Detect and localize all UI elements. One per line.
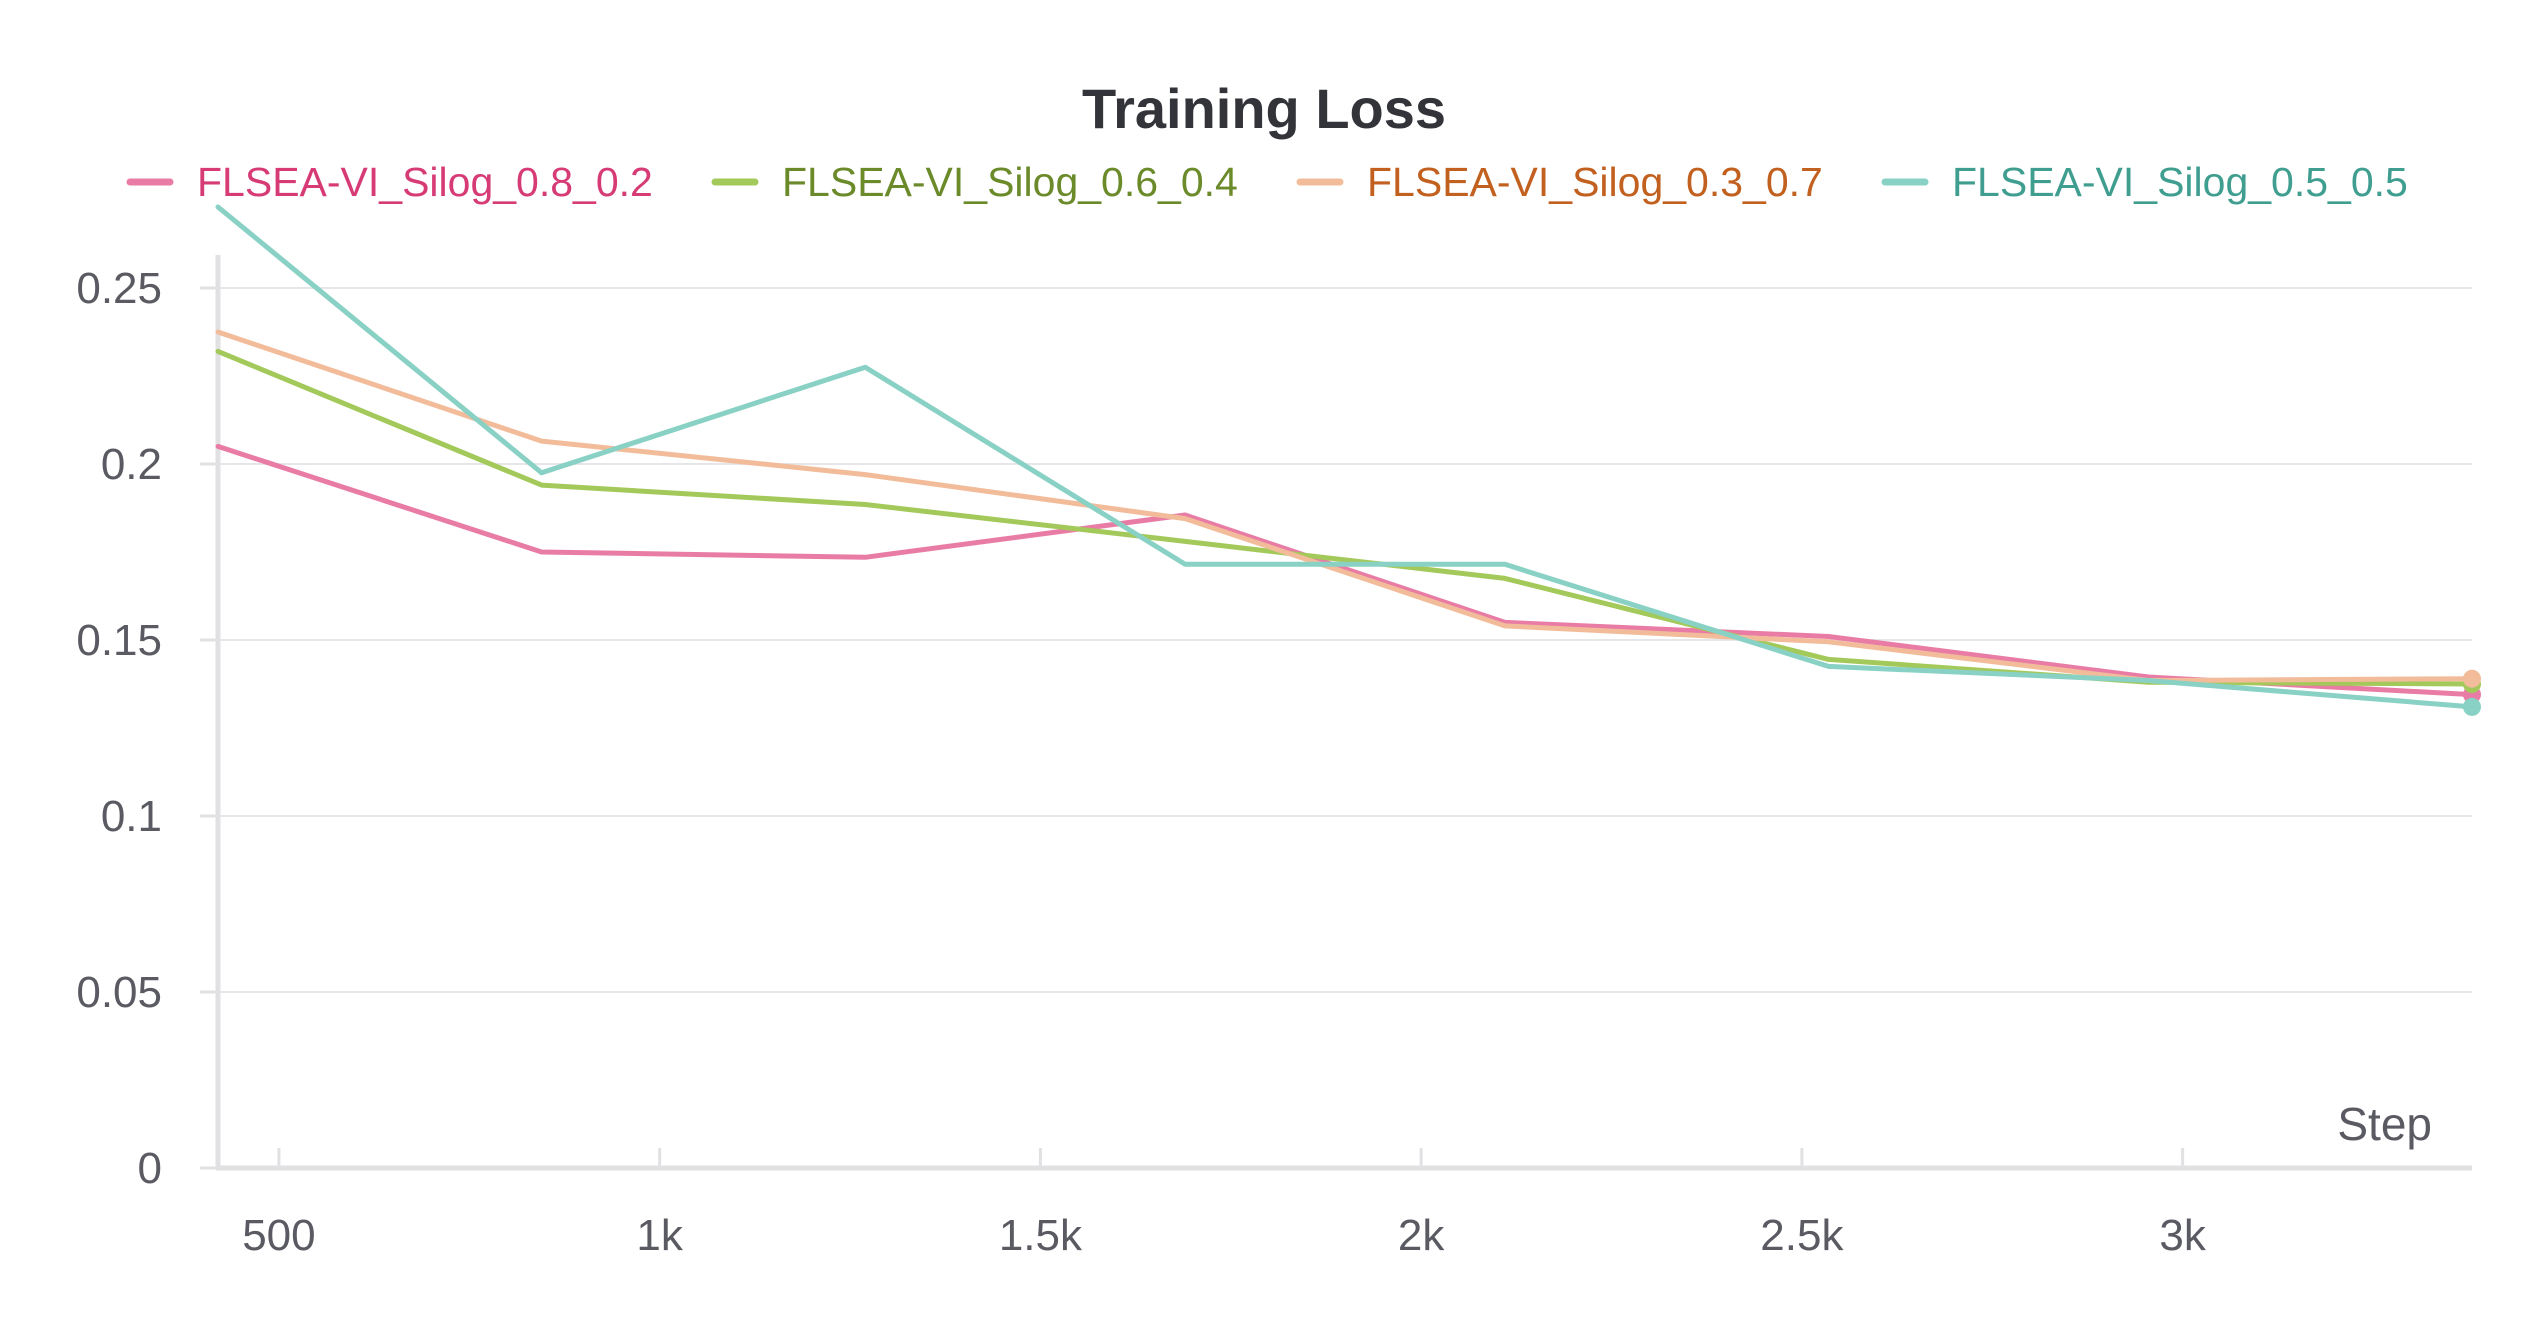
legend-item-2[interactable]: FLSEA-VI_Silog_0.6_0.4 <box>711 159 1238 205</box>
y-tick-label: 0 <box>138 1144 162 1193</box>
grid-lines <box>218 287 2472 993</box>
y-axis-ticks: 0 0.05 0.1 0.15 0.2 0.25 <box>76 264 218 1193</box>
x-tick-label: 2.5k <box>1760 1211 1844 1260</box>
chart-title: Training Loss <box>1082 77 1446 140</box>
legend-item-4[interactable]: FLSEA-VI_Silog_0.5_0.5 <box>1881 159 2408 205</box>
legend-item-3[interactable]: FLSEA-VI_Silog_0.3_0.7 <box>1296 159 1823 205</box>
legend[interactable]: FLSEA-VI_Silog_0.8_0.2 FLSEA-VI_Silog_0.6… <box>126 159 2408 205</box>
x-axis-ticks: 500 1k 1.5k 2k 2.5k 3k <box>242 1148 2207 1260</box>
legend-label: FLSEA-VI_Silog_0.3_0.7 <box>1367 159 1823 205</box>
series-line-4[interactable] <box>215 204 2475 710</box>
legend-item-1[interactable]: FLSEA-VI_Silog_0.8_0.2 <box>126 159 653 205</box>
series-end-point-3[interactable] <box>2463 669 2481 688</box>
legend-label: FLSEA-VI_Silog_0.8_0.2 <box>197 159 653 205</box>
y-tick-label: 0.1 <box>101 792 162 841</box>
x-axis-label: Step <box>2337 1098 2432 1150</box>
y-tick-label: 0.25 <box>76 264 162 313</box>
series-lines[interactable] <box>215 204 2481 716</box>
y-tick-label: 0.05 <box>76 968 162 1017</box>
axes <box>215 255 2472 1171</box>
x-tick-label: 2k <box>1398 1211 1445 1260</box>
series-line-1[interactable] <box>215 443 2475 698</box>
x-tick-label: 1.5k <box>999 1211 1083 1260</box>
x-tick-label: 3k <box>2159 1211 2206 1260</box>
legend-label: FLSEA-VI_Silog_0.6_0.4 <box>782 159 1238 205</box>
y-tick-label: 0.15 <box>76 616 162 665</box>
y-tick-label: 0.2 <box>101 440 162 489</box>
series-line-3[interactable] <box>215 329 2475 683</box>
series-end-point-4[interactable] <box>2463 697 2481 716</box>
legend-label: FLSEA-VI_Silog_0.5_0.5 <box>1952 159 2408 205</box>
series-line-2[interactable] <box>215 348 2475 687</box>
x-tick-label: 1k <box>636 1211 683 1260</box>
x-tick-label: 500 <box>242 1211 315 1260</box>
